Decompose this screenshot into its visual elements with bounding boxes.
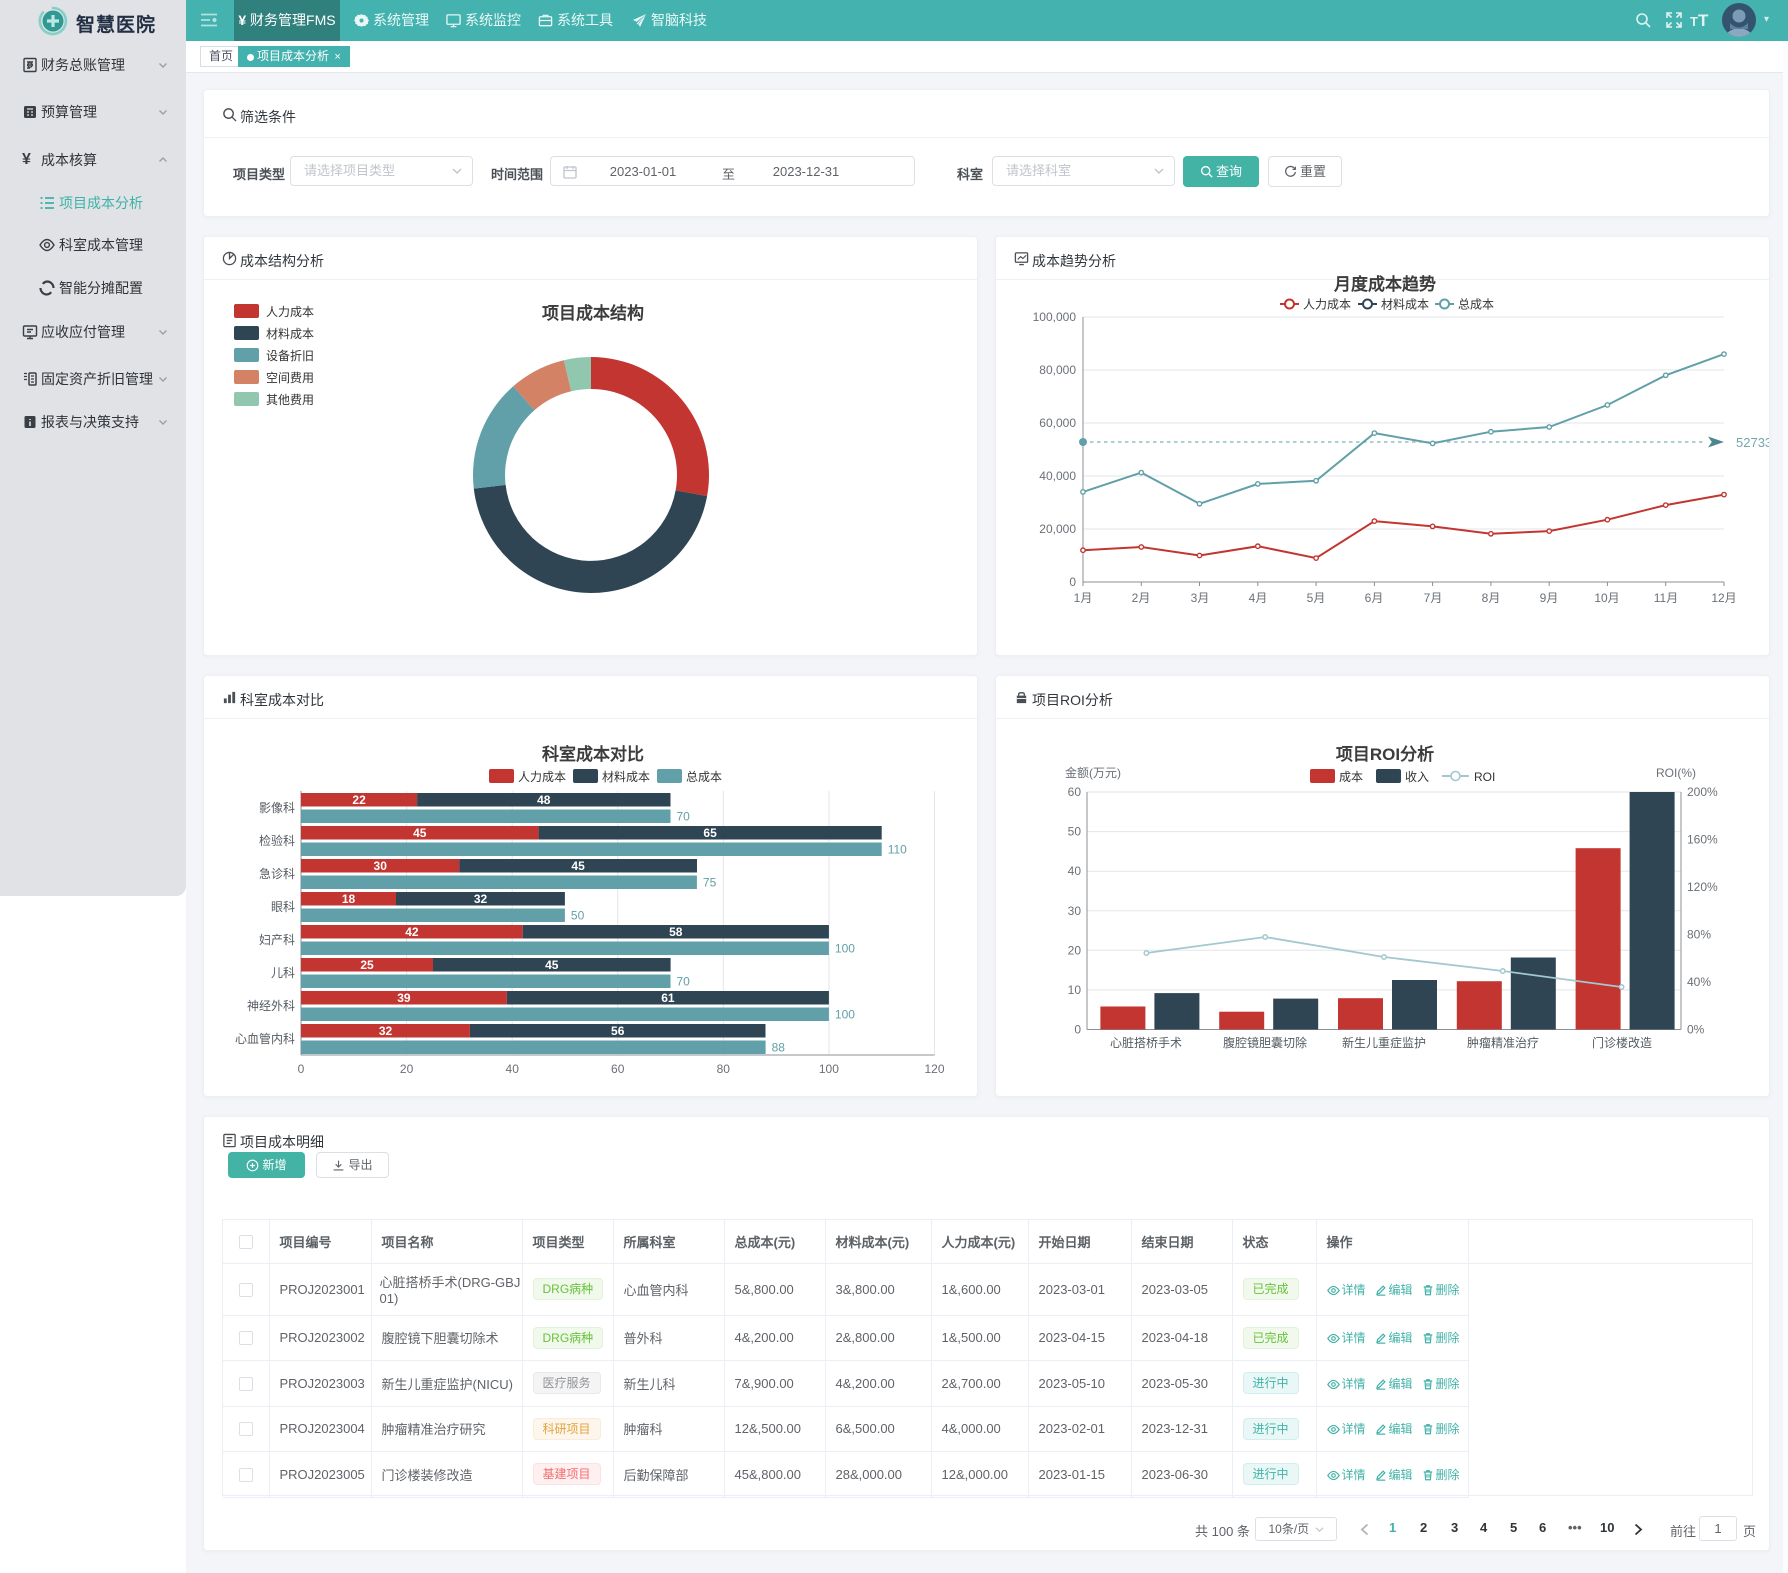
svg-text:金额(万元): 金额(万元) bbox=[1065, 765, 1121, 780]
svg-text:30: 30 bbox=[1068, 904, 1082, 918]
svg-text:材料成本: 材料成本 bbox=[1381, 298, 1429, 312]
svg-text:0: 0 bbox=[298, 1062, 305, 1076]
svg-text:收入: 收入 bbox=[1405, 770, 1429, 784]
svg-text:0%: 0% bbox=[1687, 1023, 1705, 1037]
svg-text:100: 100 bbox=[819, 1062, 839, 1076]
svg-text:6月: 6月 bbox=[1365, 591, 1384, 605]
svg-text:45: 45 bbox=[413, 826, 427, 840]
svg-text:材料成本: 材料成本 bbox=[266, 327, 314, 341]
svg-text:80%: 80% bbox=[1687, 928, 1711, 942]
svg-text:40%: 40% bbox=[1687, 975, 1711, 989]
svg-text:项目ROI分析: 项目ROI分析 bbox=[1336, 744, 1434, 764]
svg-text:70: 70 bbox=[677, 810, 691, 824]
svg-text:ROI: ROI bbox=[1474, 770, 1495, 784]
svg-text:其他费用: 其他费用 bbox=[266, 393, 314, 407]
svg-text:肿瘤精准治疗: 肿瘤精准治疗 bbox=[1467, 1035, 1539, 1050]
svg-text:4月: 4月 bbox=[1249, 591, 1268, 605]
svg-text:60: 60 bbox=[611, 1062, 625, 1076]
svg-text:心血管内科: 心血管内科 bbox=[235, 1031, 295, 1046]
svg-text:空间费用: 空间费用 bbox=[266, 371, 314, 385]
svg-text:60,000: 60,000 bbox=[1039, 416, 1076, 430]
svg-text:25: 25 bbox=[360, 958, 374, 972]
svg-text:新生儿重症监护: 新生儿重症监护 bbox=[1342, 1035, 1426, 1050]
svg-text:门诊楼改造: 门诊楼改造 bbox=[1592, 1035, 1652, 1050]
svg-text:0: 0 bbox=[1069, 575, 1076, 589]
svg-text:22: 22 bbox=[352, 793, 366, 807]
svg-text:110: 110 bbox=[888, 843, 907, 857]
svg-text:40,000: 40,000 bbox=[1039, 469, 1076, 483]
svg-text:56: 56 bbox=[611, 1024, 625, 1038]
svg-text:成本: 成本 bbox=[1339, 770, 1363, 784]
svg-text:39: 39 bbox=[397, 991, 411, 1005]
svg-text:120: 120 bbox=[924, 1062, 944, 1076]
svg-text:2月: 2月 bbox=[1132, 591, 1151, 605]
svg-text:80: 80 bbox=[717, 1062, 731, 1076]
svg-text:0: 0 bbox=[1074, 1023, 1081, 1037]
svg-text:科室成本对比: 科室成本对比 bbox=[542, 744, 644, 764]
svg-text:50: 50 bbox=[571, 909, 585, 923]
svg-text:项目成本结构: 项目成本结构 bbox=[542, 303, 644, 323]
svg-text:5月: 5月 bbox=[1307, 591, 1326, 605]
svg-text:18: 18 bbox=[342, 892, 356, 906]
svg-text:75: 75 bbox=[703, 876, 717, 890]
svg-text:妇产科: 妇产科 bbox=[259, 933, 295, 947]
svg-text:45: 45 bbox=[545, 958, 559, 972]
svg-text:30: 30 bbox=[374, 859, 388, 873]
svg-text:11月: 11月 bbox=[1654, 591, 1678, 605]
svg-text:人力成本: 人力成本 bbox=[266, 305, 314, 319]
svg-text:眼科: 眼科 bbox=[271, 900, 295, 914]
svg-text:3月: 3月 bbox=[1191, 591, 1210, 605]
svg-text:设备折旧: 设备折旧 bbox=[266, 348, 314, 363]
svg-text:10月: 10月 bbox=[1594, 591, 1619, 605]
svg-text:120%: 120% bbox=[1687, 880, 1718, 894]
svg-text:12月: 12月 bbox=[1711, 591, 1736, 605]
svg-text:40: 40 bbox=[1068, 864, 1082, 878]
svg-text:80,000: 80,000 bbox=[1039, 363, 1076, 377]
svg-text:58: 58 bbox=[669, 925, 683, 939]
svg-text:总成本: 总成本 bbox=[1458, 298, 1494, 312]
svg-text:急诊科: 急诊科 bbox=[259, 866, 295, 881]
svg-text:52733.33: 52733.33 bbox=[1736, 435, 1770, 450]
svg-text:61: 61 bbox=[661, 991, 675, 1005]
svg-text:ROI(%): ROI(%) bbox=[1656, 766, 1696, 780]
svg-text:材料成本: 材料成本 bbox=[602, 770, 650, 784]
svg-text:总成本: 总成本 bbox=[686, 770, 722, 784]
svg-text:8月: 8月 bbox=[1482, 591, 1501, 605]
svg-text:20: 20 bbox=[1068, 943, 1082, 957]
svg-text:100,000: 100,000 bbox=[1033, 310, 1077, 324]
svg-text:100: 100 bbox=[835, 1008, 855, 1022]
svg-text:神经外科: 神经外科 bbox=[247, 999, 295, 1013]
svg-text:9月: 9月 bbox=[1540, 591, 1559, 605]
svg-text:7月: 7月 bbox=[1424, 591, 1443, 605]
svg-text:70: 70 bbox=[677, 975, 691, 989]
svg-text:100: 100 bbox=[835, 942, 855, 956]
svg-text:10: 10 bbox=[1068, 983, 1082, 997]
svg-text:32: 32 bbox=[474, 892, 488, 906]
svg-text:200%: 200% bbox=[1687, 785, 1718, 799]
svg-text:65: 65 bbox=[703, 826, 717, 840]
svg-text:影像科: 影像科 bbox=[259, 801, 295, 815]
svg-text:腹腔镜胆囊切除: 腹腔镜胆囊切除 bbox=[1223, 1035, 1307, 1050]
svg-text:40: 40 bbox=[506, 1062, 520, 1076]
svg-text:20: 20 bbox=[400, 1062, 414, 1076]
svg-text:月度成本趋势: 月度成本趋势 bbox=[1333, 274, 1436, 294]
svg-text:检验科: 检验科 bbox=[259, 833, 295, 848]
svg-text:20,000: 20,000 bbox=[1039, 522, 1076, 536]
svg-text:人力成本: 人力成本 bbox=[518, 770, 566, 784]
svg-text:160%: 160% bbox=[1687, 833, 1718, 847]
svg-text:42: 42 bbox=[405, 925, 419, 939]
svg-text:32: 32 bbox=[379, 1024, 393, 1038]
svg-text:45: 45 bbox=[571, 859, 585, 873]
svg-text:心脏搭桥手术: 心脏搭桥手术 bbox=[1110, 1035, 1182, 1050]
svg-text:60: 60 bbox=[1068, 785, 1082, 799]
svg-text:48: 48 bbox=[537, 793, 551, 807]
svg-text:50: 50 bbox=[1068, 825, 1082, 839]
svg-text:88: 88 bbox=[772, 1041, 786, 1055]
svg-text:儿科: 儿科 bbox=[271, 966, 295, 980]
svg-text:人力成本: 人力成本 bbox=[1303, 298, 1351, 312]
svg-text:1月: 1月 bbox=[1074, 591, 1093, 605]
